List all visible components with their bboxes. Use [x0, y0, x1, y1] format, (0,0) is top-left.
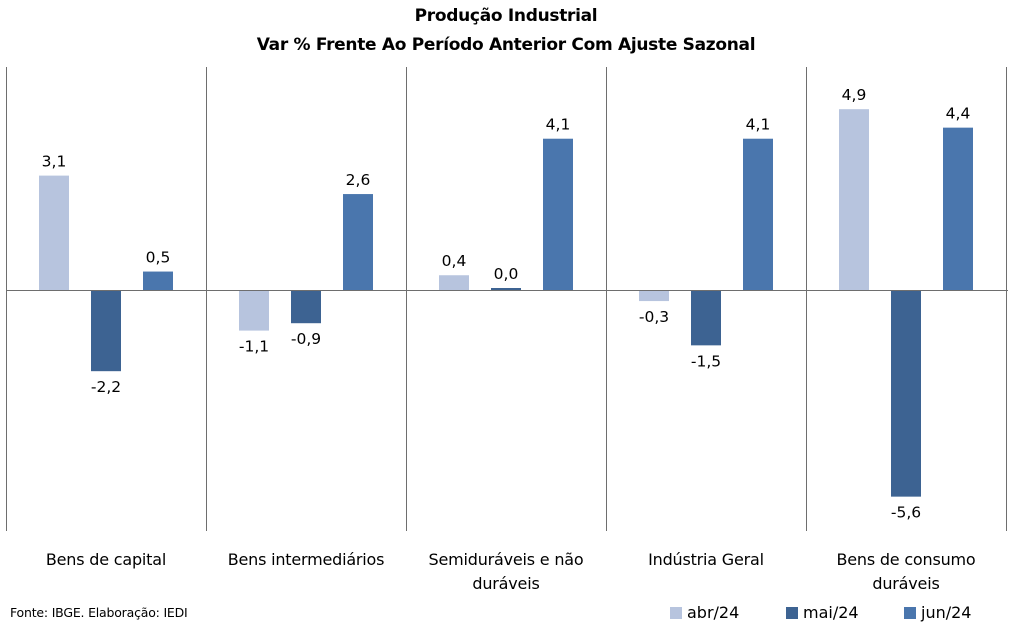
source-note: Fonte: IBGE. Elaboração: IEDI: [10, 605, 188, 620]
data-label: -1,5: [691, 352, 721, 370]
bar: [639, 290, 669, 302]
data-label: -1,1: [239, 338, 269, 356]
data-label: -2,2: [91, 378, 121, 396]
legend-item-mai: mai/24: [786, 603, 859, 622]
bar: [839, 109, 869, 290]
bar: [291, 290, 321, 324]
bar: [943, 127, 973, 290]
legend-label: abr/24: [687, 603, 740, 622]
category-label: Bens de capital: [45, 550, 167, 569]
bar: [239, 290, 269, 331]
legend-label: jun/24: [921, 603, 972, 622]
legend-swatch: [904, 606, 916, 619]
legend-label: mai/24: [803, 603, 859, 622]
legend-swatch: [786, 606, 798, 619]
data-label: 0,5: [146, 249, 171, 267]
chart-title: Produção Industrial: [414, 6, 598, 26]
legend-item-abr: abr/24: [670, 603, 739, 622]
category-label: Bens intermediários: [227, 550, 385, 569]
data-label: 4,4: [946, 105, 971, 123]
data-label: 4,1: [746, 116, 771, 134]
legend-swatch: [670, 606, 682, 619]
bar: [891, 290, 921, 497]
bar: [491, 288, 521, 290]
bar: [91, 290, 121, 372]
data-label: 4,1: [546, 116, 571, 134]
data-label: 2,6: [346, 171, 371, 189]
category-label: Indústria Geral: [648, 550, 764, 569]
bar: [439, 275, 469, 290]
data-label: -5,6: [891, 504, 921, 522]
bar: [343, 194, 373, 290]
data-label: 4,9: [842, 86, 867, 104]
chart-subtitle: Var % Frente Ao Período Anterior Com Aju…: [256, 35, 756, 55]
bar: [543, 138, 573, 290]
bar: [691, 290, 721, 346]
category-label: Semiduráveis e não duráveis: [428, 550, 584, 593]
data-label: 0,4: [442, 252, 467, 270]
bar: [143, 271, 173, 290]
bar: [39, 175, 69, 290]
data-label: 0,0: [494, 265, 519, 283]
data-label: -0,9: [291, 330, 321, 348]
data-label: -0,3: [639, 308, 669, 326]
legend-item-jun: jun/24: [904, 603, 971, 622]
category-label: Bens de consumo duráveis: [836, 550, 976, 593]
bar: [743, 138, 773, 290]
data-label: 3,1: [42, 153, 67, 171]
